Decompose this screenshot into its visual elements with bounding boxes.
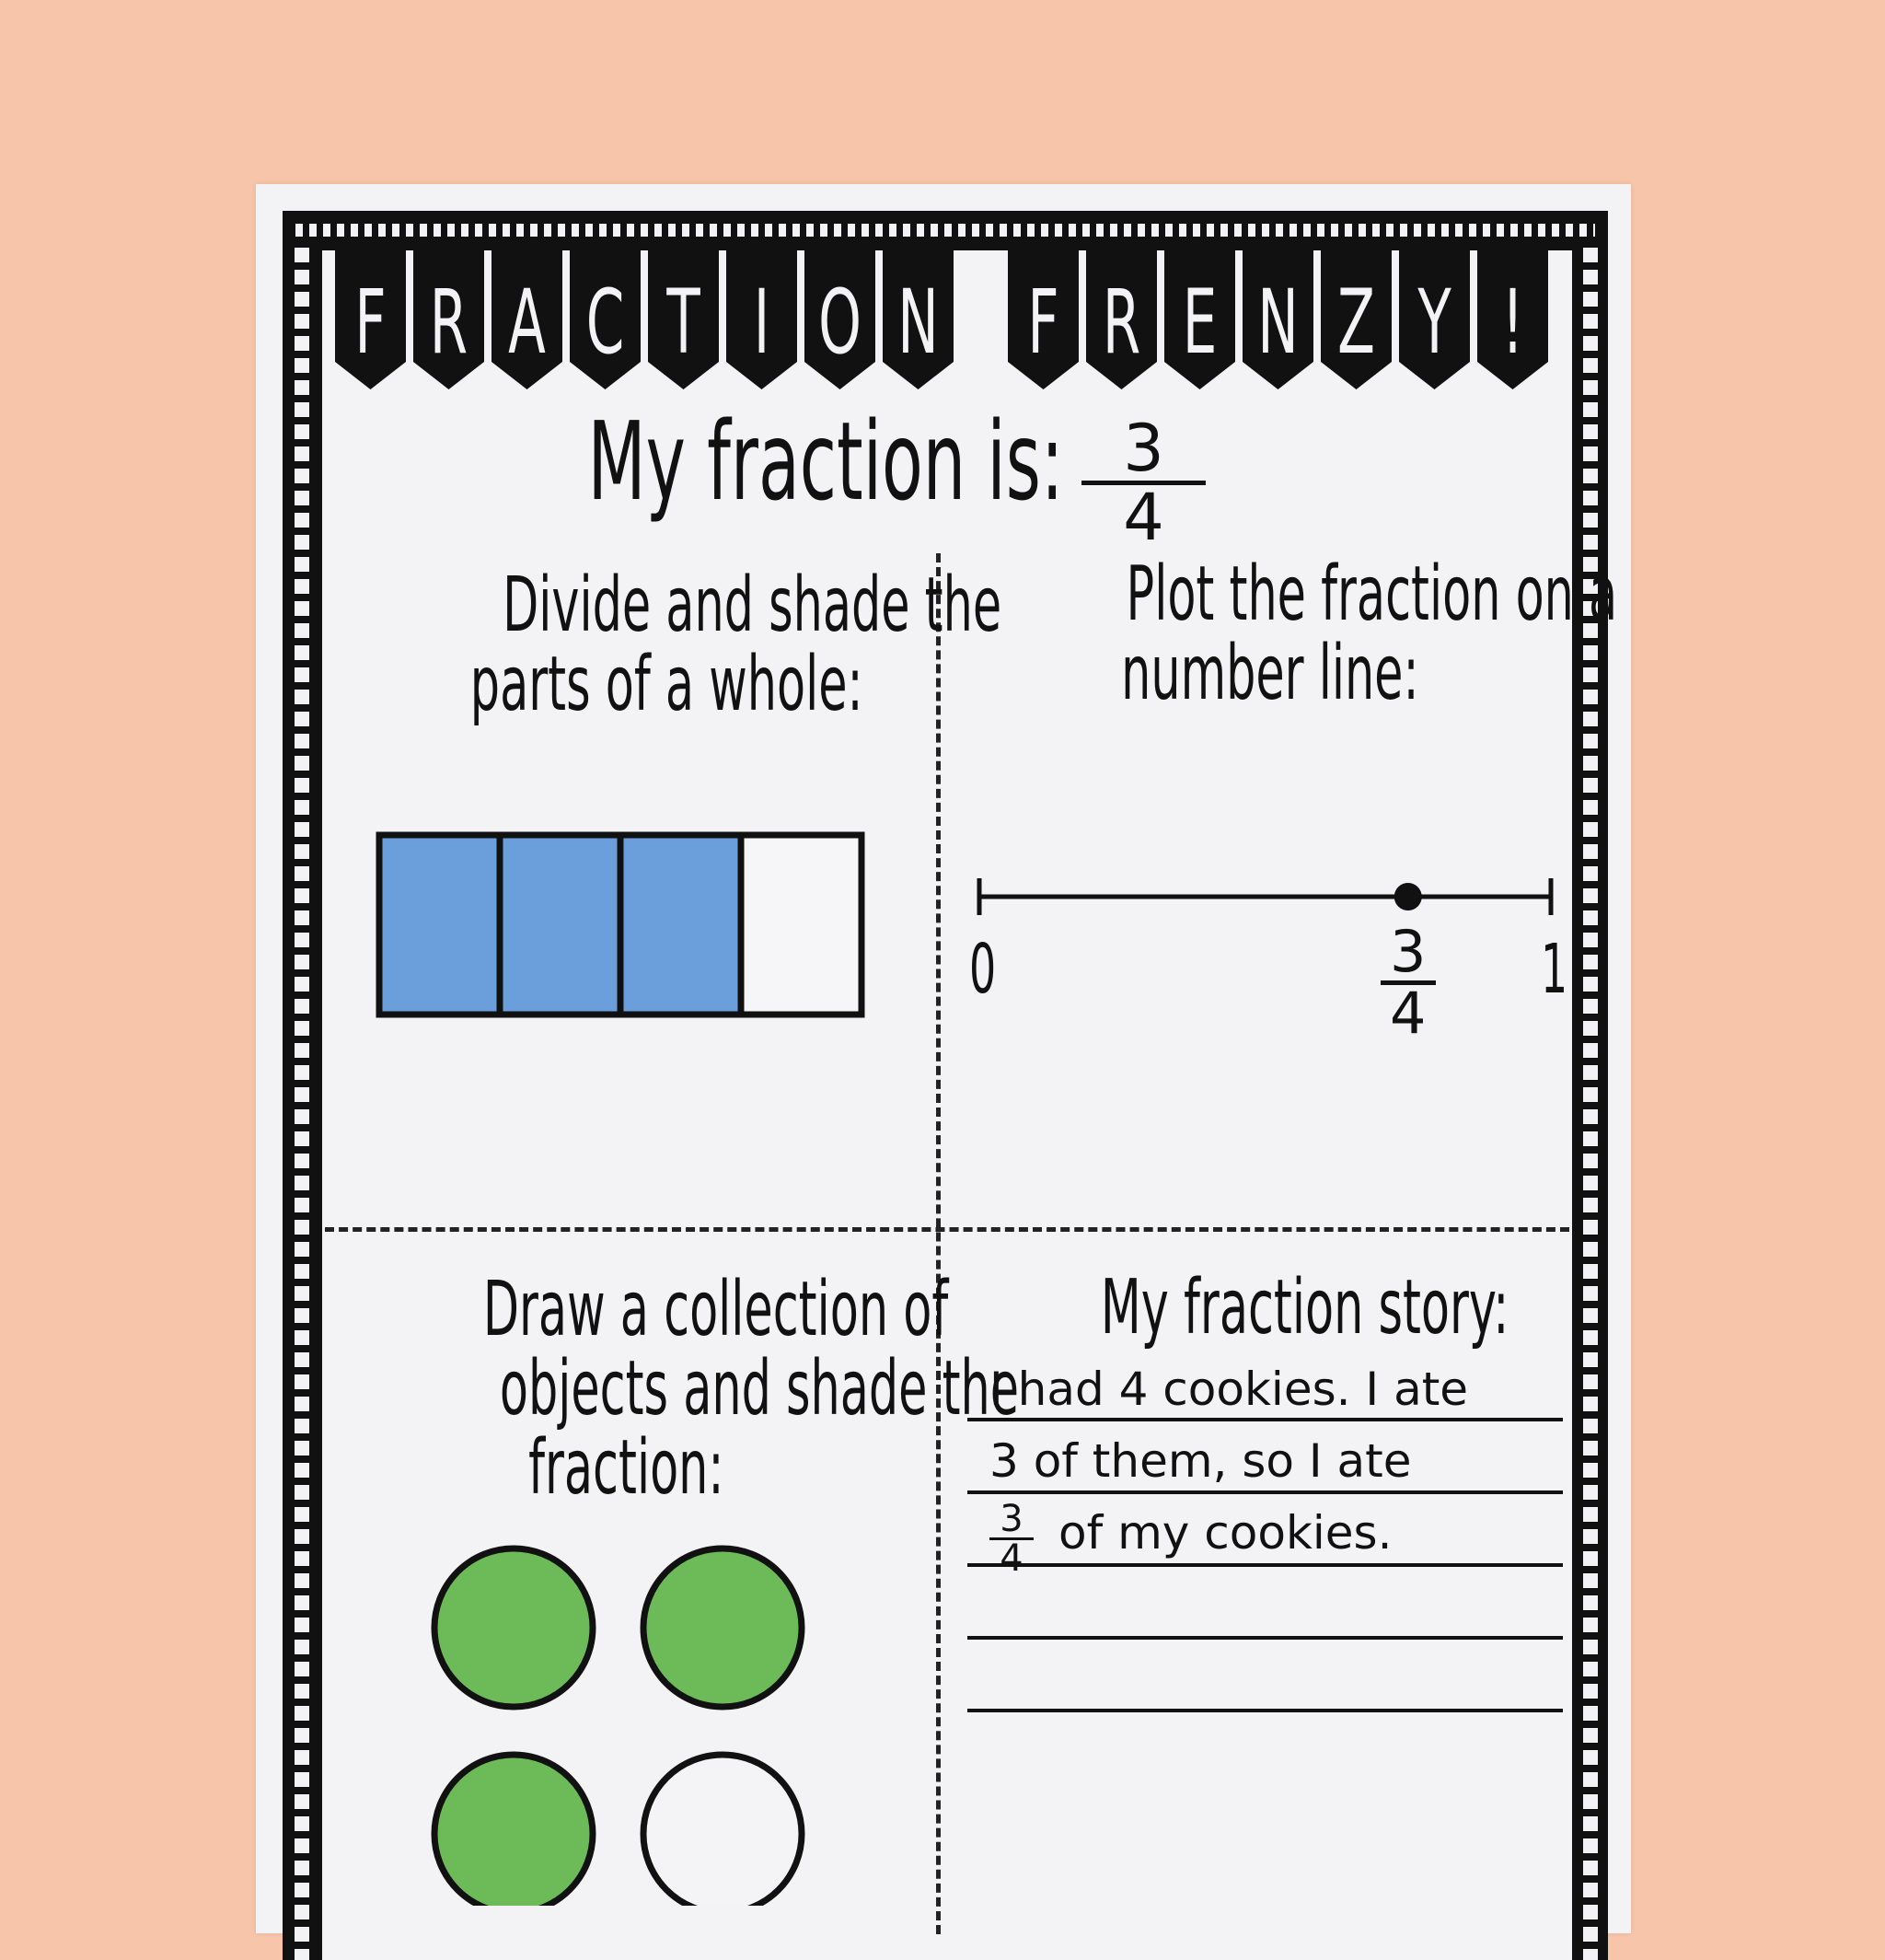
banner-letter: O [818,271,862,374]
banner-flag [413,246,484,389]
fraction-bar-model [376,831,865,1018]
banner-letter: R [430,271,468,374]
number-line-start-label: 0 [961,934,998,1006]
plotted-point [1394,883,1422,910]
banner-flag [1243,246,1313,389]
banner-letter: A [508,271,546,374]
banner-letter: R [1103,271,1140,374]
banner-flag [1399,246,1470,389]
banner-flag [883,246,954,389]
title-text: My fraction story: [1100,1264,1509,1351]
number-line-title: Plot the fraction on a number line: [976,554,1617,718]
banner-flag [1008,246,1079,389]
number-line [977,878,1554,915]
shaded-part [496,831,624,1018]
border-dashes-left [295,248,309,1960]
label: 0 [968,930,997,1009]
horizontal-divider [325,1227,1569,1232]
shaded-object [431,1751,596,1906]
unshaded-part [737,831,865,1018]
title-line: parts of a whole: [469,641,863,729]
fraction-label-text: My fraction is: [587,398,1064,525]
banner-flag [1164,246,1235,389]
border-dashes-top [295,224,1595,237]
banner-letter: I [754,271,770,374]
label: 1 [1540,930,1568,1009]
writing-line [967,1490,1563,1494]
fraction-label: My fraction is: [442,398,1086,525]
fraction-bar [1081,481,1206,485]
border-dashes-right [1583,248,1598,1960]
writing-line [967,1418,1563,1421]
title-banner: F R A C T I O N F R E N Z Y! [335,246,1548,389]
object-collection [431,1545,805,1906]
point-numerator: 3 [1390,918,1427,985]
banner-letter: T [666,271,701,374]
number-line-point-label: 3 4 [1380,918,1436,1047]
title-line: Draw a collection of [482,1266,949,1353]
banner-letter: ! [1502,271,1524,374]
story-numerator: 3 [1000,1498,1023,1540]
story-title: My fraction story: [976,1264,1546,1351]
story-line-1: I had 4 cookies. I ate [989,1363,1469,1416]
title-line: Plot the fraction on a [1126,551,1618,638]
banner-flag [491,246,562,389]
banner-flag [804,246,875,389]
decorative-border [283,211,1608,1960]
banner-flag [570,246,641,389]
title-line: objects and shade the [499,1345,1020,1433]
shaded-part [617,831,745,1018]
banner-letter: N [1257,271,1299,374]
banner-letter: Z [1337,271,1375,374]
point-denominator: 4 [1390,980,1427,1047]
collection-title: Draw a collection of objects and shade t… [341,1270,1019,1513]
banner-letter: Y [1417,271,1451,374]
fraction-bar [989,1537,1034,1540]
header-denominator: 4 [1123,480,1164,555]
unshaded-object [640,1751,805,1906]
header-numerator: 3 [1123,411,1164,486]
title-line: Divide and shade the [503,562,1002,649]
banner-flag [648,246,719,389]
header-fraction: 3 4 [1081,416,1206,550]
shaded-object [431,1545,596,1711]
number-line-end-label: 1 [1532,934,1569,1006]
writing-line [967,1636,1563,1640]
story-denominator: 4 [1000,1537,1023,1580]
banner-flag [1477,246,1548,389]
banner-flag [726,246,797,389]
story-fraction: 3 4 [989,1501,1034,1577]
banner-flag [1321,246,1392,389]
writing-line [967,1563,1563,1567]
banner-letter: F [1027,271,1058,374]
banner-letter: C [586,271,625,374]
story-line-2: 3 of them, so I ate [989,1434,1412,1488]
banner-letter: F [354,271,386,374]
story-line-3: of my cookies. [1058,1506,1393,1560]
fraction-bar [1380,980,1436,985]
shade-whole-title: Divide and shade the parts of a whole: [350,565,1001,729]
title-line: fraction: [527,1424,724,1513]
banner-letter: E [1183,271,1218,374]
banner-flag [335,246,406,389]
banner-flag [1086,246,1157,389]
vertical-divider [936,553,941,1934]
shaded-object [640,1545,805,1711]
banner-letter: N [897,271,939,374]
shaded-part [376,831,503,1018]
title-line: number line: [1121,630,1419,718]
writing-line [967,1709,1563,1712]
